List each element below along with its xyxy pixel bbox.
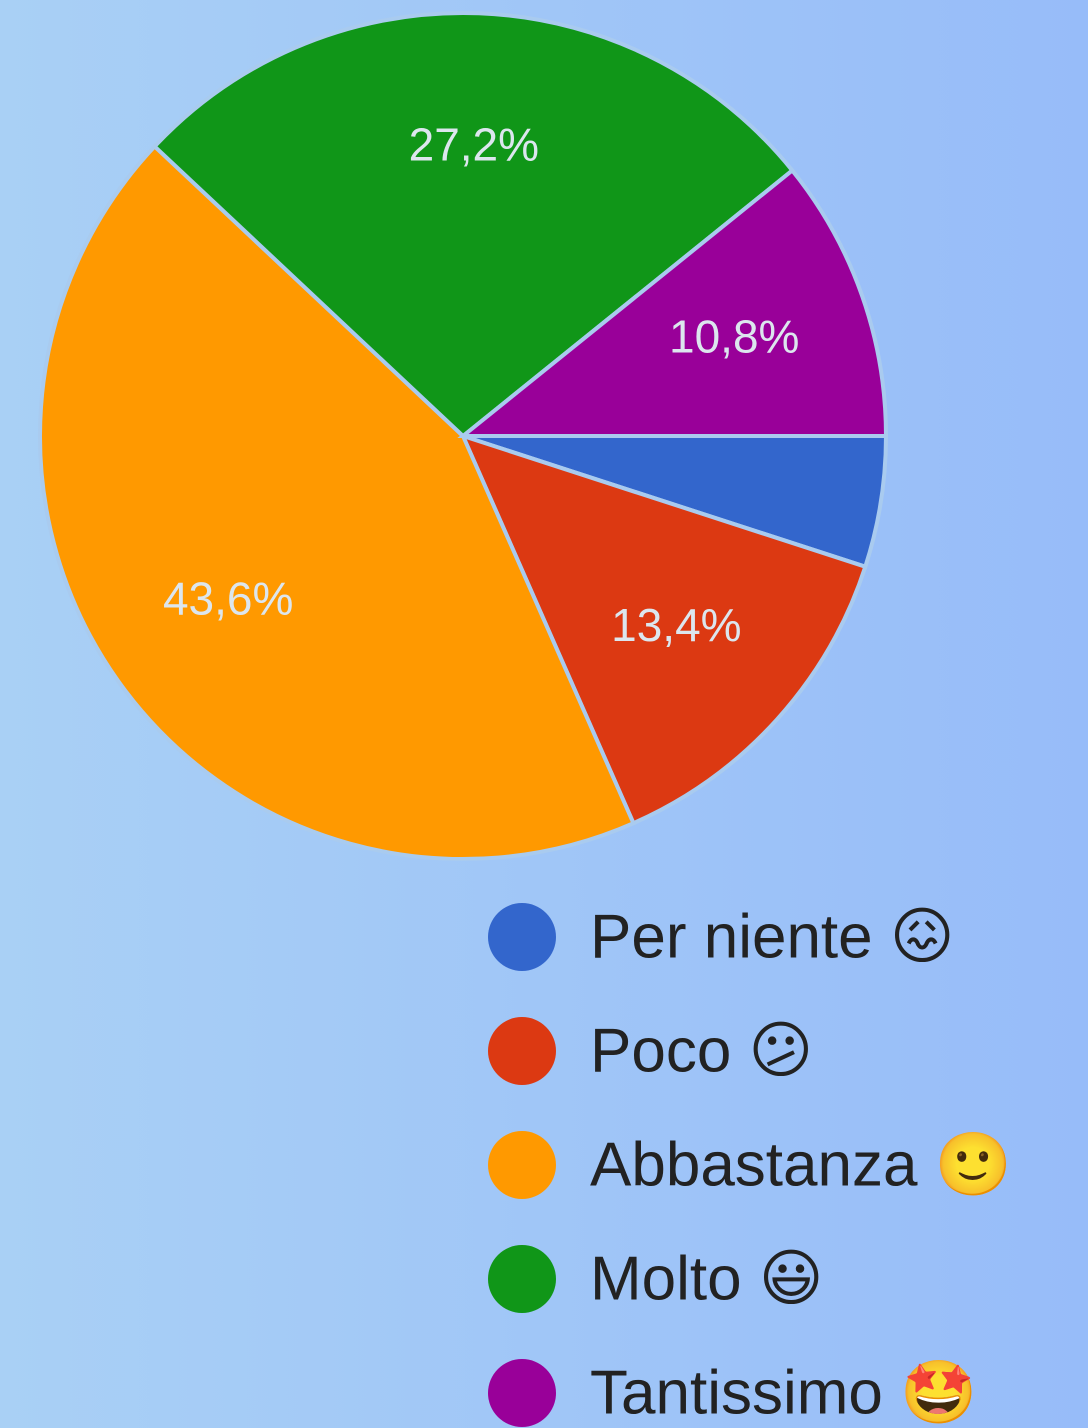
pie-slice bbox=[457, 167, 889, 438]
legend-swatch bbox=[488, 1131, 556, 1199]
slice-label: 43,6% bbox=[163, 572, 293, 624]
slice-label: 27,2% bbox=[409, 119, 539, 171]
legend-swatch bbox=[488, 903, 556, 971]
legend-label: Per niente 😖 bbox=[590, 902, 955, 971]
pie-slice bbox=[459, 432, 868, 826]
pie-slice bbox=[151, 11, 796, 439]
legend-swatch bbox=[488, 1245, 556, 1313]
pie-slice bbox=[38, 143, 637, 861]
legend-label: Tantissimo 🤩 bbox=[590, 1358, 977, 1427]
legend-label: Molto 😃 bbox=[590, 1244, 823, 1313]
slice-label: 10,8% bbox=[669, 310, 799, 362]
slice-label: 13,4% bbox=[611, 599, 741, 651]
legend-swatch bbox=[488, 1017, 556, 1085]
legend-label: Abbastanza 🙂 bbox=[590, 1130, 1012, 1199]
legend-swatch bbox=[488, 1359, 556, 1427]
legend-label: Poco 😕 bbox=[590, 1016, 813, 1085]
